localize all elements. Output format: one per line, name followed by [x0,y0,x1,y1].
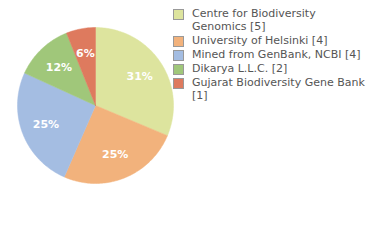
html-text:Mined from GenBank, NCBI [4]: Mined from GenBank, NCBI [4] [192,48,361,61]
svg-text:25%: 25% [102,148,128,161]
svg-text:12%: 12% [46,61,72,74]
html-text:Gujarat Biodiversity Gene Bank: Gujarat Biodiversity Gene Bank [1] [192,76,365,102]
svg-text:31%: 31% [126,70,152,83]
html-text:University of Helsinki [4]: University of Helsinki [4] [192,34,328,47]
html-text:Centre for Biodiversity Genomi: Centre for Biodiversity Genomics [5] [192,7,316,33]
svg-text:25%: 25% [33,118,59,131]
svg-text:6%: 6% [76,47,95,60]
html-text:Dikarya L.L.C. [2]: Dikarya L.L.C. [2] [192,62,288,75]
